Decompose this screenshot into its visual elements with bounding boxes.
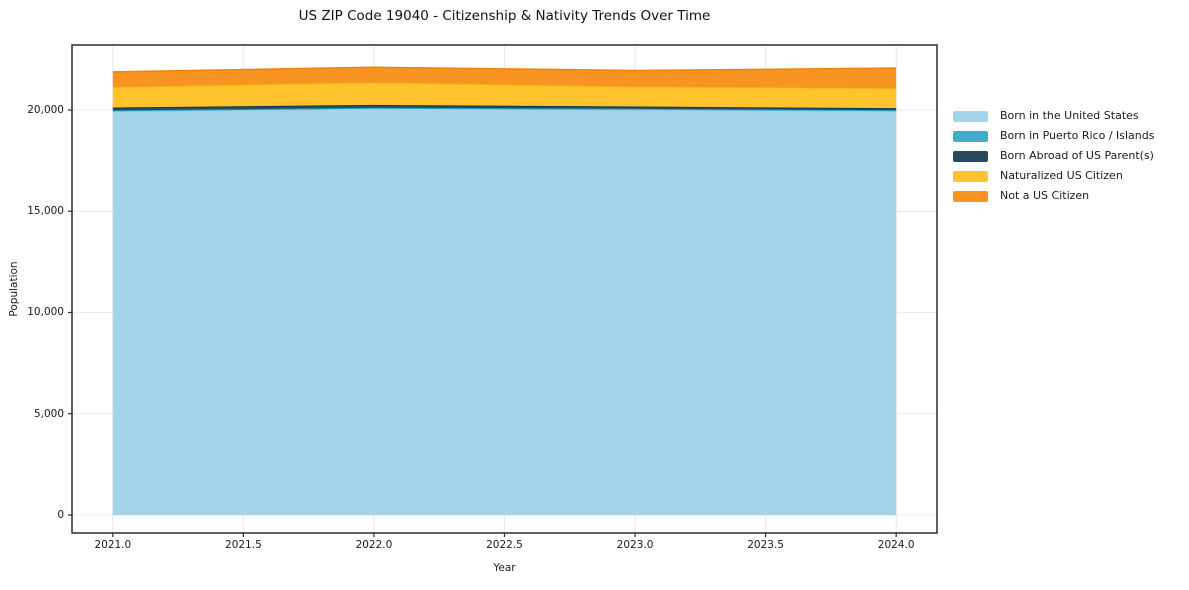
legend-label: Born in Puerto Rico / Islands <box>1000 129 1155 142</box>
y-axis-label: Population <box>8 261 20 317</box>
x-tick-label: 2023.0 <box>616 539 654 551</box>
legend-item-born-in-puerto-rico-islands: Born in Puerto Rico / Islands <box>953 130 1154 142</box>
y-tick-label: 10,000 <box>27 306 64 319</box>
x-axis-label: Year <box>493 562 516 574</box>
legend-item-born-abroad-of-us-parent-s: Born Abroad of US Parent(s) <box>953 150 1154 162</box>
x-tick-label: 2021.0 <box>94 539 132 551</box>
y-tick-label: 5,000 <box>33 407 64 420</box>
area-not-a-us-citizen <box>112 67 897 89</box>
legend: Born in the United States Born in Puerto … <box>953 110 1154 210</box>
legend-label: Not a US Citizen <box>1000 189 1090 202</box>
y-tick-label: 20,000 <box>27 103 64 116</box>
x-tick-label: 2021.5 <box>225 539 262 551</box>
legend-label: Naturalized US Citizen <box>1000 169 1123 182</box>
x-tick-label: 2022.0 <box>355 539 393 551</box>
legend-swatch <box>953 190 988 202</box>
y-tick-label: 0 <box>57 508 64 521</box>
legend-swatch <box>953 110 988 122</box>
area-edge-not-a-us-citizen <box>112 66 897 73</box>
y-tick-label: 15,000 <box>27 205 64 218</box>
area-naturalized-us-citizen <box>112 82 897 109</box>
legend-label: Born in the United States <box>1000 109 1139 122</box>
legend-swatch <box>953 130 988 142</box>
legend-label: Born Abroad of US Parent(s) <box>1000 149 1154 162</box>
legend-item-born-in-the-united-states: Born in the United States <box>953 110 1154 122</box>
legend-item-not-a-us-citizen: Not a US Citizen <box>953 190 1154 202</box>
area-born-in-the-united-states <box>112 108 897 515</box>
legend-swatch <box>953 170 988 182</box>
legend-swatch <box>953 150 988 162</box>
x-tick-label: 2023.5 <box>747 539 784 551</box>
legend-item-naturalized-us-citizen: Naturalized US Citizen <box>953 170 1154 182</box>
chart-title: US ZIP Code 19040 - Citizenship & Nativi… <box>298 8 711 24</box>
x-tick-label: 2024.0 <box>877 539 915 551</box>
x-tick-label: 2022.5 <box>486 539 523 551</box>
